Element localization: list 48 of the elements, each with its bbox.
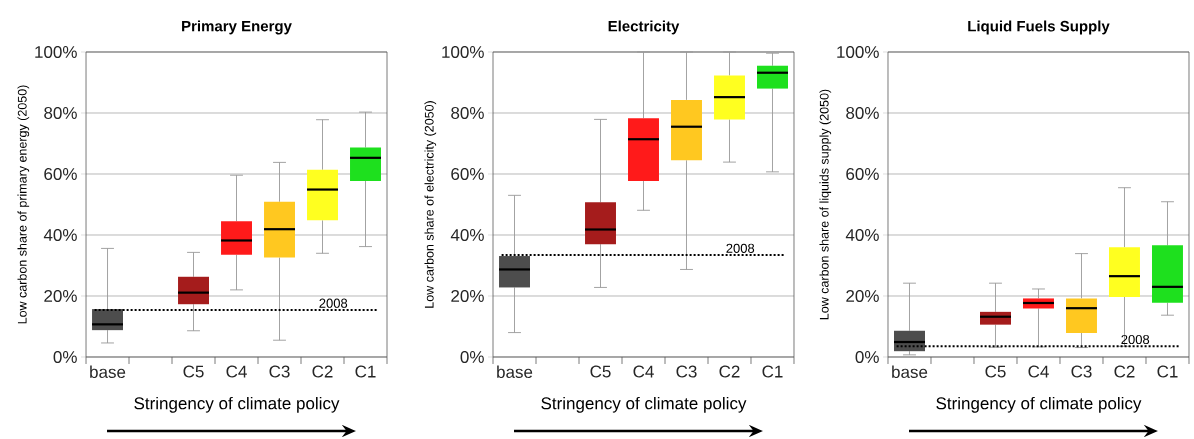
x-tick-label: C5	[590, 365, 611, 378]
x-tick-label: C3	[269, 365, 290, 378]
x-tick-label: base	[497, 365, 533, 379]
y-tick-label: 0%	[855, 350, 879, 364]
x-tick-label: base	[90, 365, 126, 379]
y-tick-label: 0%	[53, 350, 77, 364]
x-tick-label: C1	[1157, 365, 1178, 378]
x-tick-label: C3	[676, 365, 697, 378]
x-tick-label: C4	[1028, 365, 1049, 378]
x-tick-label: C3	[1071, 365, 1092, 378]
x-tick-label: C5	[985, 365, 1006, 378]
x-axis-title: Stringency of climate policy	[541, 396, 747, 413]
y-tick-label: 80%	[451, 106, 484, 120]
y-tick-label: 60%	[846, 167, 879, 181]
x-tick-label: C2	[719, 365, 740, 378]
y-tick-label: 40%	[845, 228, 879, 242]
y-tick-label: 100%	[837, 45, 879, 59]
annotation: 2008	[1121, 334, 1150, 345]
chart-title: Primary Energy	[182, 20, 292, 35]
y-tick-label: 40%	[450, 228, 484, 242]
x-tick-label: base	[892, 365, 928, 379]
y-tick-label: 0%	[460, 350, 484, 364]
x-tick-label: C4	[226, 365, 247, 378]
y-tick-label: 100%	[35, 45, 77, 59]
x-tick-label: C1	[355, 365, 376, 378]
y-tick-label: 40%	[43, 228, 77, 242]
chart-title: Liquid Fuels Supply	[968, 20, 1110, 35]
y-axis-title: Low carbon share of liquids supply (2050)	[819, 89, 832, 320]
y-tick-label: 100%	[442, 45, 484, 59]
x-axis-title: Stringency of climate policy	[134, 396, 340, 413]
x-axis-title: Stringency of climate policy	[936, 396, 1142, 413]
y-tick-label: 80%	[846, 106, 879, 120]
annotation: 2008	[319, 298, 348, 308]
y-axis-title: Low carbon share of electricity (2050)	[424, 101, 437, 308]
y-tick-label: 20%	[451, 289, 484, 303]
y-tick-label: 60%	[451, 167, 484, 181]
chart-title: Electricity	[608, 20, 680, 35]
y-tick-label: 80%	[44, 106, 77, 120]
annotation: 2008	[726, 243, 755, 253]
y-tick-label: 20%	[44, 289, 77, 303]
y-tick-label: 20%	[846, 289, 879, 303]
x-tick-label: C4	[633, 365, 654, 378]
x-tick-label: C2	[1114, 365, 1135, 378]
x-tick-label: C5	[183, 365, 204, 378]
y-axis-title: Low carbon share of primary energy (2050)	[17, 85, 30, 324]
x-tick-label: C2	[312, 365, 333, 378]
y-tick-label: 60%	[44, 167, 77, 181]
x-tick-label: C1	[762, 365, 783, 378]
